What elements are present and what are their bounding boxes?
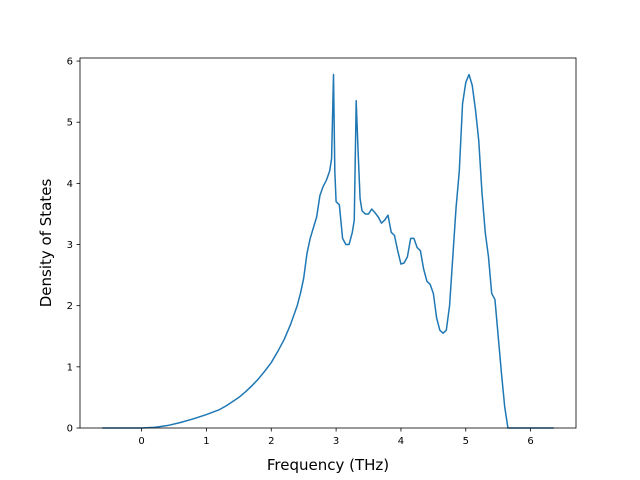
x-tick-label: 2: [268, 436, 274, 447]
x-tick-label: 6: [527, 436, 533, 447]
y-tick-label: 5: [67, 118, 73, 129]
plot-frame: [79, 57, 577, 429]
y-tick-label: 0: [67, 424, 73, 435]
x-axis-label: Frequency (THz): [267, 456, 389, 474]
x-tick-label: 5: [463, 436, 469, 447]
x-tick-label: 1: [203, 436, 209, 447]
ticks-layer: 0 1 2 3 4 5 6 0 1 2 3 4 5 6: [67, 57, 534, 447]
y-tick-label: 4: [67, 179, 73, 190]
y-tick-label: 2: [67, 301, 73, 312]
y-tick-label: 3: [67, 240, 73, 251]
y-axis-label: Density of States: [37, 179, 55, 308]
y-tick-label: 1: [67, 362, 73, 373]
series-line: [101, 73, 555, 429]
y-tick-label: 6: [67, 57, 73, 68]
x-tick-label: 4: [398, 436, 404, 447]
x-tick-label: 3: [333, 436, 339, 447]
x-tick-label: 0: [138, 436, 144, 447]
